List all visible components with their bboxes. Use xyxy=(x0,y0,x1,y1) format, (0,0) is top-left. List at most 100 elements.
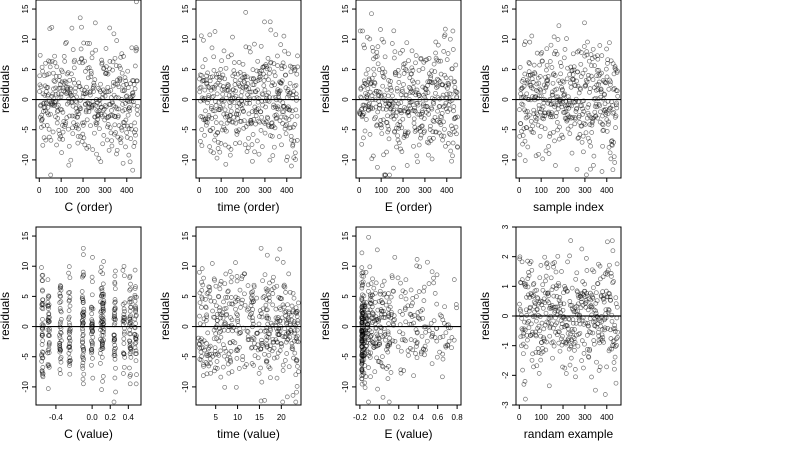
data-point xyxy=(406,113,412,118)
data-point xyxy=(236,127,242,133)
data-point xyxy=(294,138,300,143)
data-point xyxy=(76,111,82,117)
data-point xyxy=(198,349,204,355)
data-point xyxy=(233,260,238,265)
data-point xyxy=(127,314,133,320)
data-point xyxy=(103,46,109,51)
data-point xyxy=(293,399,299,405)
data-point xyxy=(275,332,281,337)
data-point xyxy=(455,144,461,150)
data-point xyxy=(434,326,439,331)
data-point xyxy=(112,375,118,381)
data-point xyxy=(249,310,255,316)
data-point xyxy=(417,97,423,103)
data-point xyxy=(393,98,399,104)
data-point xyxy=(558,64,564,69)
data-point xyxy=(129,90,135,96)
data-point xyxy=(71,120,76,126)
data-point xyxy=(428,73,434,79)
data-point xyxy=(603,66,609,72)
data-point xyxy=(203,304,209,310)
data-point xyxy=(558,71,563,77)
data-point xyxy=(123,117,129,123)
plot-frame xyxy=(355,226,462,406)
data-point xyxy=(371,344,377,350)
data-point xyxy=(581,365,586,371)
data-point xyxy=(278,42,284,47)
data-point xyxy=(537,328,542,334)
data-point xyxy=(114,106,120,112)
data-point xyxy=(449,66,455,72)
data-point xyxy=(227,340,233,346)
data-point xyxy=(264,337,270,343)
data-point xyxy=(210,126,216,131)
data-point xyxy=(236,366,242,371)
x-tick-label: 400 xyxy=(600,413,614,422)
data-point xyxy=(79,55,85,61)
data-point xyxy=(81,120,87,126)
y-axis-label: residuals xyxy=(478,65,492,113)
data-point xyxy=(264,66,270,72)
data-point xyxy=(607,294,613,300)
data-point xyxy=(46,312,52,317)
data-point xyxy=(443,143,448,149)
data-point xyxy=(605,267,611,273)
data-point xyxy=(429,106,435,112)
data-point xyxy=(214,312,220,317)
data-point xyxy=(401,61,407,67)
data-point xyxy=(219,75,225,81)
data-point xyxy=(102,117,108,123)
data-point xyxy=(251,336,257,342)
data-point xyxy=(58,284,64,289)
data-point xyxy=(401,82,406,87)
data-point xyxy=(433,39,439,45)
data-point xyxy=(438,133,444,139)
data-point xyxy=(375,61,381,67)
data-point xyxy=(387,335,392,341)
data-point xyxy=(600,122,606,128)
data-point xyxy=(523,39,528,45)
data-point xyxy=(97,350,103,356)
data-point xyxy=(363,270,369,275)
data-point xyxy=(523,284,528,289)
data-point xyxy=(524,125,529,130)
data-point xyxy=(51,78,57,83)
data-point xyxy=(93,47,99,53)
data-point xyxy=(235,116,241,122)
data-point xyxy=(219,324,225,330)
data-point xyxy=(593,387,598,393)
data-point xyxy=(597,364,603,370)
data-point xyxy=(61,80,67,86)
data-point xyxy=(223,294,228,300)
data-point xyxy=(536,371,542,376)
data-point xyxy=(37,73,43,79)
data-point xyxy=(361,111,367,116)
data-point xyxy=(133,313,139,319)
data-point xyxy=(589,292,595,298)
data-point xyxy=(122,75,128,80)
data-point xyxy=(214,71,219,77)
data-point xyxy=(403,277,409,283)
data-point xyxy=(568,80,573,86)
y-tick-label: -5 xyxy=(501,126,510,134)
data-point xyxy=(214,155,220,161)
data-point xyxy=(52,53,57,59)
data-point xyxy=(90,334,96,340)
data-point xyxy=(79,296,85,301)
data-point xyxy=(571,99,576,105)
data-point xyxy=(269,133,275,139)
data-point xyxy=(562,365,568,371)
data-point xyxy=(274,354,280,360)
data-point xyxy=(247,95,252,100)
y-tick-label: 2 xyxy=(501,254,510,259)
data-point xyxy=(288,125,294,131)
data-point xyxy=(45,295,51,301)
data-point xyxy=(128,123,134,128)
data-point xyxy=(403,93,409,98)
data-point xyxy=(264,342,270,348)
data-point xyxy=(200,345,206,351)
data-point xyxy=(547,323,553,329)
data-point xyxy=(218,374,224,380)
data-point xyxy=(590,77,596,83)
data-point xyxy=(220,315,226,321)
